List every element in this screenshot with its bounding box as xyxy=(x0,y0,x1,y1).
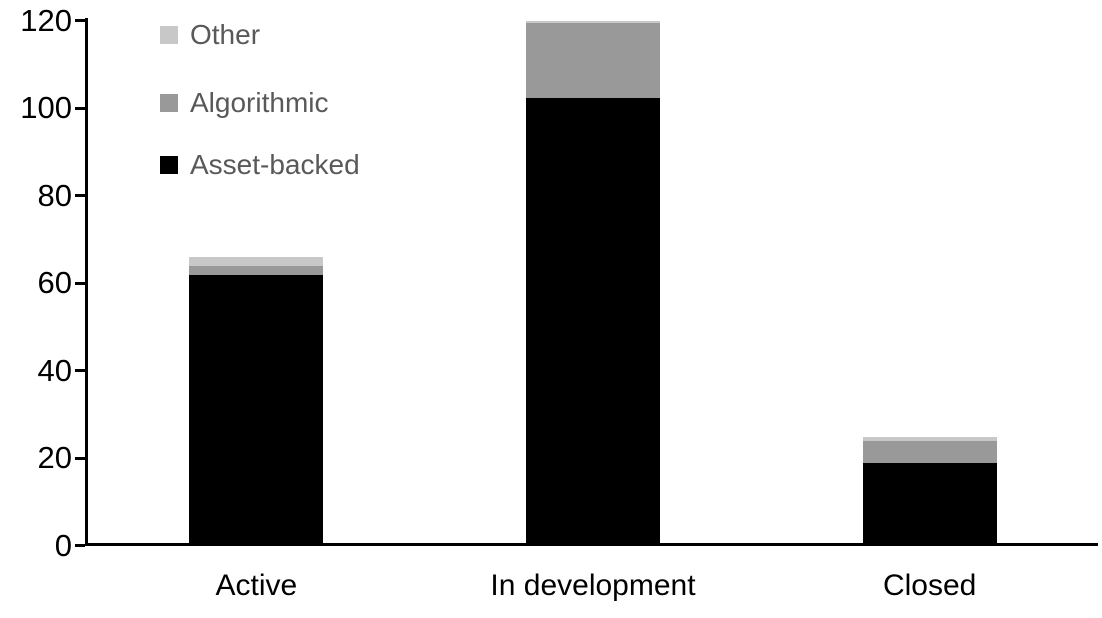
legend-item: Other xyxy=(160,19,260,50)
bar-segment-active-asset-backed xyxy=(189,274,324,546)
bar-segment-in-development-algorithmic xyxy=(526,23,660,98)
legend-label: Algorithmic xyxy=(190,87,329,118)
legend-swatch-icon xyxy=(160,94,178,112)
y-tick-mark xyxy=(75,19,85,22)
legend-label: Asset-backed xyxy=(190,149,360,180)
legend-swatch-icon xyxy=(160,156,178,174)
legend-swatch-icon xyxy=(160,26,178,44)
legend-item: Algorithmic xyxy=(160,87,328,118)
y-axis-line xyxy=(85,18,88,546)
y-tick-label: 40 xyxy=(37,352,72,388)
y-tick-label: 0 xyxy=(54,527,72,563)
y-tick-label: 20 xyxy=(37,440,72,475)
y-tick-mark xyxy=(75,456,85,460)
bar-segment-closed-asset-backed xyxy=(862,462,997,546)
bar-segment-closed-other xyxy=(862,436,997,441)
bar-segment-closed-algorithmic xyxy=(862,441,997,463)
bar-segment-in-development-asset-backed xyxy=(526,97,660,546)
y-tick-label: 120 xyxy=(20,2,72,38)
x-category-label: Active xyxy=(215,569,298,602)
y-tick-mark xyxy=(75,369,85,372)
y-tick-mark xyxy=(75,106,85,110)
bar-segment-active-algorithmic xyxy=(189,266,324,275)
legend-label: Other xyxy=(190,19,261,50)
bar-segment-in-development-other xyxy=(526,21,660,24)
x-category-label: In development xyxy=(490,569,696,602)
y-tick-mark xyxy=(75,544,85,547)
x-category-label: Closed xyxy=(882,569,977,602)
y-tick-mark xyxy=(75,281,85,285)
y-tick-label: 60 xyxy=(37,265,72,300)
legend-item: Asset-backed xyxy=(160,149,360,180)
y-tick-label: 100 xyxy=(20,90,72,125)
y-tick-label: 80 xyxy=(37,177,72,213)
y-tick-mark xyxy=(75,194,85,197)
bar-segment-active-other xyxy=(189,257,324,266)
